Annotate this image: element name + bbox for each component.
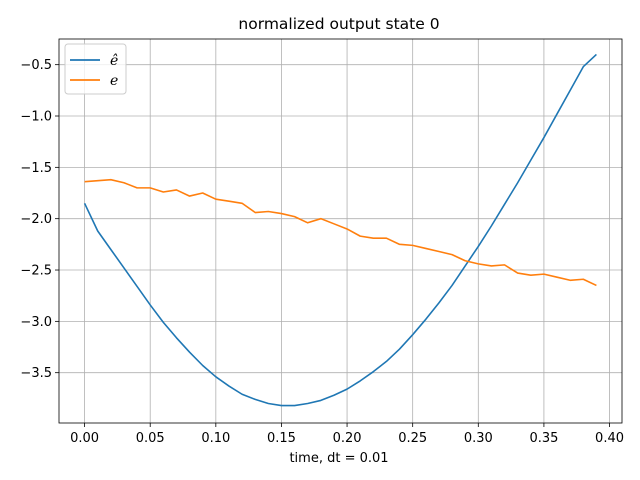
x-axis-label: time, dt = 0.01 — [289, 451, 388, 466]
x-tick-label: 0.20 — [333, 431, 362, 446]
legend-label-e: e — [110, 73, 118, 89]
x-tick-label: 0.40 — [595, 431, 624, 446]
y-axis: −3.5 −3.0 −2.5 −2.0 −1.5 −1.0 −0.5 — [20, 58, 59, 381]
legend-label-e-hat: ê — [110, 53, 118, 69]
axes-frame — [58, 38, 623, 424]
x-axis: 0.00 0.05 0.10 0.15 0.20 0.25 0.30 0.35 0.40 — [70, 423, 624, 446]
x-tick-label: 0.10 — [201, 431, 230, 446]
y-tick-label: −2.0 — [20, 212, 52, 227]
series-line-e-hat — [83, 53, 597, 407]
y-tick-label: −3.5 — [20, 366, 52, 381]
legend: ê e — [64, 43, 127, 95]
x-tick-label: 0.35 — [529, 431, 558, 446]
grid-lines — [59, 39, 622, 423]
legend-box — [64, 43, 127, 95]
y-tick-label: −1.0 — [20, 110, 52, 125]
y-tick-label: −3.0 — [20, 315, 52, 330]
y-tick-label: −1.5 — [20, 161, 52, 176]
plot-area — [83, 53, 597, 407]
x-tick-label: 0.00 — [70, 431, 99, 446]
chart-title: normalized output state 0 — [238, 15, 439, 33]
y-tick-label: −2.5 — [20, 264, 52, 279]
y-tick-label: −0.5 — [20, 58, 52, 73]
x-tick-label: 0.15 — [267, 431, 296, 446]
series-line-e — [84, 178, 597, 287]
x-tick-label: 0.30 — [464, 431, 493, 446]
x-tick-label: 0.25 — [398, 431, 427, 446]
x-tick-label: 0.05 — [136, 431, 165, 446]
